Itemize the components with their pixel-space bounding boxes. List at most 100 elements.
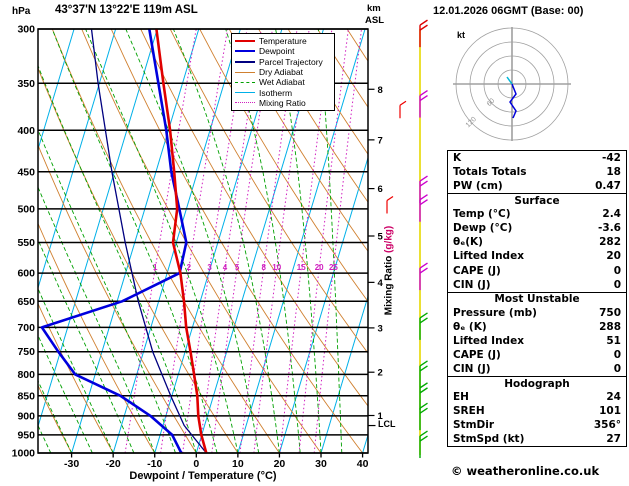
- table-row: Lifted Index 51: [448, 334, 626, 348]
- table-row: K -42: [448, 151, 626, 165]
- pressure-tick-label: 600: [17, 268, 35, 280]
- table-row: Temp (°C) 2.4: [448, 207, 626, 221]
- table-row-label: Hodograph: [504, 377, 570, 390]
- legend-item: Wet Adiabat: [235, 77, 331, 87]
- legend-line-sample: [235, 60, 255, 63]
- table-row: CAPE (J) 0: [448, 348, 626, 362]
- table-row-label: Most Unstable: [494, 293, 580, 306]
- table-row-label: Temp (°C): [453, 208, 511, 221]
- pressure-tick-label: 500: [17, 203, 35, 215]
- table-row-label: CAPE (J): [453, 348, 501, 361]
- table-row-value: 0: [613, 278, 621, 291]
- table-section-header: Most Unstable: [448, 291, 626, 306]
- table-row-label: Lifted Index: [453, 250, 524, 263]
- copyright: © weatheronline.co.uk: [451, 464, 600, 478]
- table-row: CIN (J) 0: [448, 362, 626, 376]
- table-row: Lifted Index 20: [448, 249, 626, 263]
- table-row: SREH 101: [448, 404, 626, 418]
- table-row-label: CIN (J): [453, 278, 491, 291]
- legend-item-label: Dry Adiabat: [259, 67, 303, 78]
- significant-level-marker: [386, 195, 394, 214]
- table-row: θₑ(K) 282: [448, 235, 626, 249]
- km-tick-label: 1: [378, 411, 384, 422]
- table-row-label: θₑ (K): [453, 320, 487, 333]
- km-tick-label: 7: [378, 135, 383, 146]
- legend-line-sample: [235, 71, 255, 73]
- hodograph-ring: [483, 55, 541, 113]
- table-row-label: Pressure (mb): [453, 306, 537, 319]
- pressure-tick-label: 950: [17, 429, 35, 441]
- pressure-tick-label: 1000: [12, 448, 36, 460]
- legend-item: Dewpoint: [235, 46, 331, 56]
- pressure-tick-label: 800: [17, 369, 35, 381]
- table-row-value: 0.47: [595, 180, 621, 193]
- table-row-value: 24: [606, 391, 621, 404]
- hodograph-trace-low: [506, 76, 513, 85]
- hodograph-ring-label: 60: [486, 97, 497, 108]
- table-section-header: Surface: [448, 193, 626, 207]
- table-row-value: -42: [602, 152, 621, 165]
- temp-tick-label: 30: [315, 458, 327, 470]
- km-tick-label: 4: [378, 278, 384, 289]
- pressure-tick-label: 300: [17, 24, 35, 36]
- mixing-ratio-value-label: 20: [315, 263, 324, 272]
- table-row-value: 51: [606, 334, 621, 347]
- legend-item: Dry Adiabat: [235, 67, 331, 77]
- temp-tick-label: 0: [193, 458, 199, 470]
- table-row-value: -3.6: [598, 222, 621, 235]
- table-row: CIN (J) 0: [448, 278, 626, 292]
- table-row-value: 0: [613, 362, 621, 375]
- significant-level-marker: [399, 100, 407, 119]
- pressure-tick-label: 650: [17, 296, 35, 308]
- pressure-tick-label: 900: [17, 410, 35, 422]
- table-row: Totals Totals 18: [448, 165, 626, 179]
- temp-tick-label: 10: [232, 458, 244, 470]
- table-row-label: StmDir: [453, 419, 495, 432]
- table-row: EH 24: [448, 390, 626, 404]
- hodograph-ring: [469, 41, 555, 127]
- km-axis: 1 2 3 4 5 6 7 8: [368, 85, 384, 427]
- legend-item: Isotherm: [235, 87, 331, 98]
- hodograph-trace: [509, 83, 517, 119]
- temp-tick-label: 20: [274, 458, 286, 470]
- km-tick-label: 5: [378, 231, 384, 242]
- table-row: StmDir 356°: [448, 418, 626, 432]
- run-datetime: 12.01.2026 06GMT (Base: 00): [433, 5, 584, 17]
- table-row-value: 20: [606, 250, 621, 263]
- legend-item-label: Temperature: [259, 36, 307, 47]
- legend-item-label: Isotherm: [259, 87, 293, 98]
- mixing-ratio-labels: 1 2 3 4 5 8 10 15 20 25: [153, 263, 338, 272]
- table-row: Dewp (°C) -3.6: [448, 221, 626, 235]
- pressure-tick-label: 350: [17, 78, 35, 90]
- temp-tick-label: -20: [106, 458, 121, 470]
- table-row: Pressure (mb) 750: [448, 306, 626, 320]
- mixing-ratio-value-label: 1: [153, 263, 158, 272]
- wind-barb-column: [386, 19, 428, 459]
- mixing-ratio-value-label: 25: [329, 263, 338, 272]
- indices-table: K -42 Totals Totals 18 PW (cm) 0.47 Surface Tem…: [447, 150, 627, 448]
- table-row-value: 101: [599, 405, 621, 418]
- mixing-ratio-axis-label-text: Mixing Ratio: [383, 255, 395, 316]
- table-row-value: 2.4: [602, 208, 621, 221]
- km-tick-label: 3: [378, 323, 383, 334]
- pressure-unit-label: hPa: [12, 6, 31, 17]
- legend-item-label: Mixing Ratio: [259, 97, 306, 108]
- table-row-label: Dewp (°C): [453, 222, 513, 235]
- legend-item-label: Wet Adiabat: [259, 77, 305, 88]
- wind-barb: [419, 262, 428, 291]
- hodograph-ring: [455, 27, 569, 141]
- table-section-header: Hodograph: [448, 376, 626, 390]
- legend-item: Parcel Trajectory: [235, 57, 331, 67]
- legend-line-sample: [235, 92, 255, 94]
- legend-item: Temperature: [235, 36, 331, 46]
- km-tick-label: 8: [378, 85, 383, 96]
- wind-barb: [419, 402, 428, 431]
- temp-tick-label: -10: [147, 458, 162, 470]
- pressure-tick-label: 400: [17, 125, 35, 137]
- plot-frame: [37, 28, 369, 454]
- parcel-trajectory-line: [90, 29, 207, 453]
- table-row-value: 27: [606, 433, 621, 446]
- mixing-ratio-value-label: 8: [261, 263, 266, 272]
